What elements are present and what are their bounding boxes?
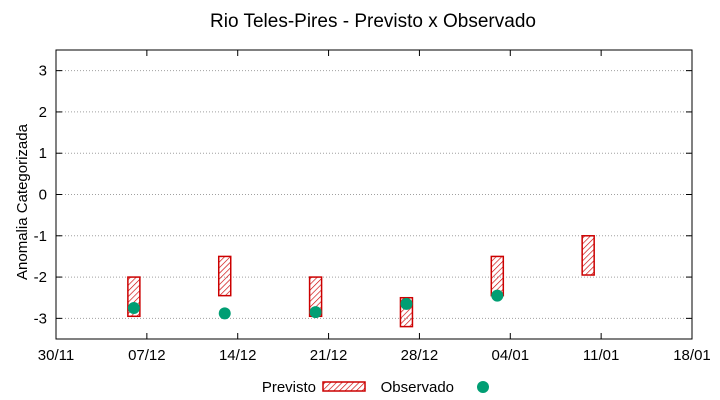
series-observado bbox=[127, 289, 504, 320]
legend-label-observado: Observado bbox=[381, 379, 454, 396]
x-tick-label: 11/01 bbox=[583, 347, 619, 364]
y-tick-label: -1 bbox=[34, 228, 47, 245]
y-tick-label: -2 bbox=[34, 269, 47, 286]
legend: Previsto Observado bbox=[262, 379, 489, 396]
series-previsto bbox=[127, 235, 595, 328]
legend-marker-observado bbox=[477, 381, 489, 393]
y-tick-label: 3 bbox=[39, 63, 47, 80]
observado-point bbox=[400, 297, 413, 310]
previsto-range-bar bbox=[581, 235, 595, 276]
y-axis: 3 2 1 0 -1 -2 -3 bbox=[34, 63, 692, 327]
y-tick-label: -3 bbox=[34, 310, 47, 327]
x-axis: 30/11 07/12 14/12 21/12 28/12 04/01 11/01 18/01 bbox=[38, 50, 711, 364]
legend-label-previsto: Previsto bbox=[262, 379, 316, 396]
observado-point bbox=[491, 289, 504, 302]
y-tick-label: 2 bbox=[39, 104, 47, 121]
x-tick-label: 14/12 bbox=[219, 347, 257, 364]
x-tick-label: 04/01 bbox=[492, 347, 530, 364]
x-tick-label: 28/12 bbox=[401, 347, 439, 364]
y-axis-label: Anomalia Categorizada bbox=[14, 123, 31, 280]
previsto-range-bar bbox=[217, 255, 232, 297]
legend-swatch-previsto bbox=[322, 381, 366, 392]
observado-point bbox=[218, 307, 231, 320]
y-tick-label: 0 bbox=[39, 187, 47, 204]
chart-title: Rio Teles-Pires - Previsto x Observado bbox=[210, 11, 536, 32]
x-tick-label: 30/11 bbox=[38, 347, 74, 364]
x-tick-label: 07/12 bbox=[128, 347, 166, 364]
observado-point bbox=[127, 302, 140, 315]
grid-lines bbox=[56, 70, 692, 319]
observado-point bbox=[309, 306, 322, 319]
y-tick-label: 1 bbox=[39, 145, 47, 162]
x-tick-label: 21/12 bbox=[310, 347, 348, 364]
x-tick-label: 18/01 bbox=[673, 347, 711, 364]
